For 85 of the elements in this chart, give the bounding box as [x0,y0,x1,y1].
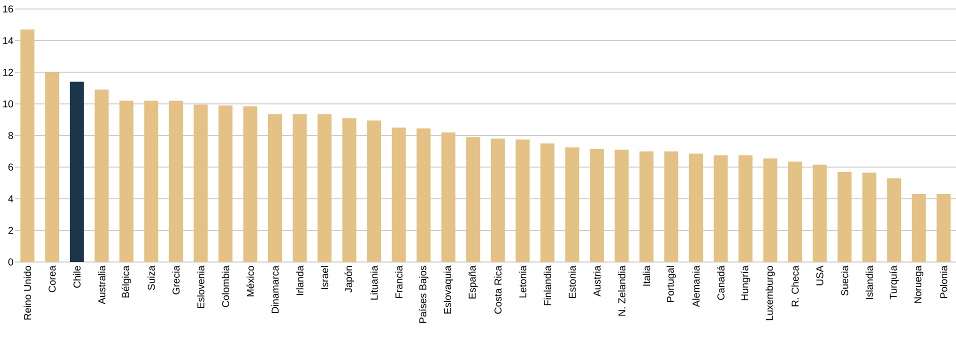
x-tick-label: Austria [593,266,601,297]
bar [218,105,232,262]
x-tick-label: Italia [642,266,650,286]
x-tick-label: Polonia [940,266,948,298]
x-tick-label: Japón [344,266,354,293]
y-tick-label: 0 [8,258,14,266]
x-tick-label: Portugal [666,266,676,302]
x-tick-label: Grecia [172,266,180,294]
bar [168,100,183,262]
x-tick-label: Islandia [866,266,873,299]
x-tick-label: México [246,266,254,296]
x-tick-label: Dinamarca [271,266,279,313]
bar [194,104,208,262]
bar [466,137,480,262]
x-tick-label: Costa Rica [494,266,502,314]
bar [565,147,580,262]
bar [838,172,852,262]
bar [936,194,951,262]
x-tick-label: Estonia [568,266,576,298]
y-tick-label: 4 [8,195,14,202]
bar [342,118,356,262]
bar [70,82,84,262]
x-tick-label: Francia [395,266,402,298]
bar [45,72,60,262]
bar [516,139,530,262]
bar [416,128,431,262]
bar [664,151,678,262]
y-tick-label: 14 [3,37,14,44]
x-tick-label: Colombia [222,266,230,308]
bar [763,158,778,262]
x-tick-label: Lituania [370,266,378,300]
x-tick-label: Suecia [840,266,848,296]
x-tick-label: R. Checa [791,266,799,306]
x-tick-label: Australia [98,266,106,304]
bar [119,100,134,262]
x-tick-label: N. Zelandia [618,266,626,316]
x-tick-label: Países Bajos [418,266,428,323]
y-tick-label: 2 [8,226,13,234]
x-tick-label: España [468,266,478,298]
bar [540,143,554,262]
bar [292,114,307,262]
bar [243,106,258,262]
x-tick-label: Eslovaquia [444,266,453,314]
bar [268,114,282,262]
x-tick-label: Bélgica [122,266,132,298]
bar [714,155,728,262]
bar [590,148,604,262]
y-tick-label: 8 [8,132,14,140]
bar [862,172,876,262]
bar [614,150,629,262]
bar [639,151,654,262]
bar [367,120,382,262]
bar [887,178,902,262]
bar [788,162,802,262]
x-tick-label: Letonia [518,266,526,298]
x-tick-label: Irlanda [296,266,304,296]
bar [688,154,703,262]
x-tick-label: Finlandia [544,266,552,306]
bar [441,132,456,262]
bar [20,30,34,262]
x-tick-label: Turquía [889,266,899,300]
bar [392,128,406,262]
y-tick-label: 16 [3,5,14,13]
x-tick-label: Canadá [717,266,724,300]
x-tick-label: Suiza [148,266,155,290]
bar [738,155,753,262]
x-tick-label: Hungría [740,266,750,300]
y-tick-label: 6 [8,164,14,171]
bar [144,100,158,262]
x-tick-label: USA [816,266,824,286]
bar [94,90,109,262]
x-tick-label: Luxemburgo [766,266,775,320]
y-tick-label: 10 [3,100,14,108]
x-tick-label: Alemania [692,266,700,308]
x-tick-label: Chile [73,266,81,288]
x-tick-label: Eslovenia [197,266,204,308]
x-tick-label: Noruega [914,266,924,303]
bar [912,194,926,262]
x-tick-label: Reino Unido [24,266,32,320]
bar [490,138,505,262]
x-tick-label: Corea [48,266,56,292]
bar [812,164,827,262]
x-tick-label: Israel [320,266,328,289]
bar [318,114,332,262]
y-tick-label: 12 [3,68,13,76]
